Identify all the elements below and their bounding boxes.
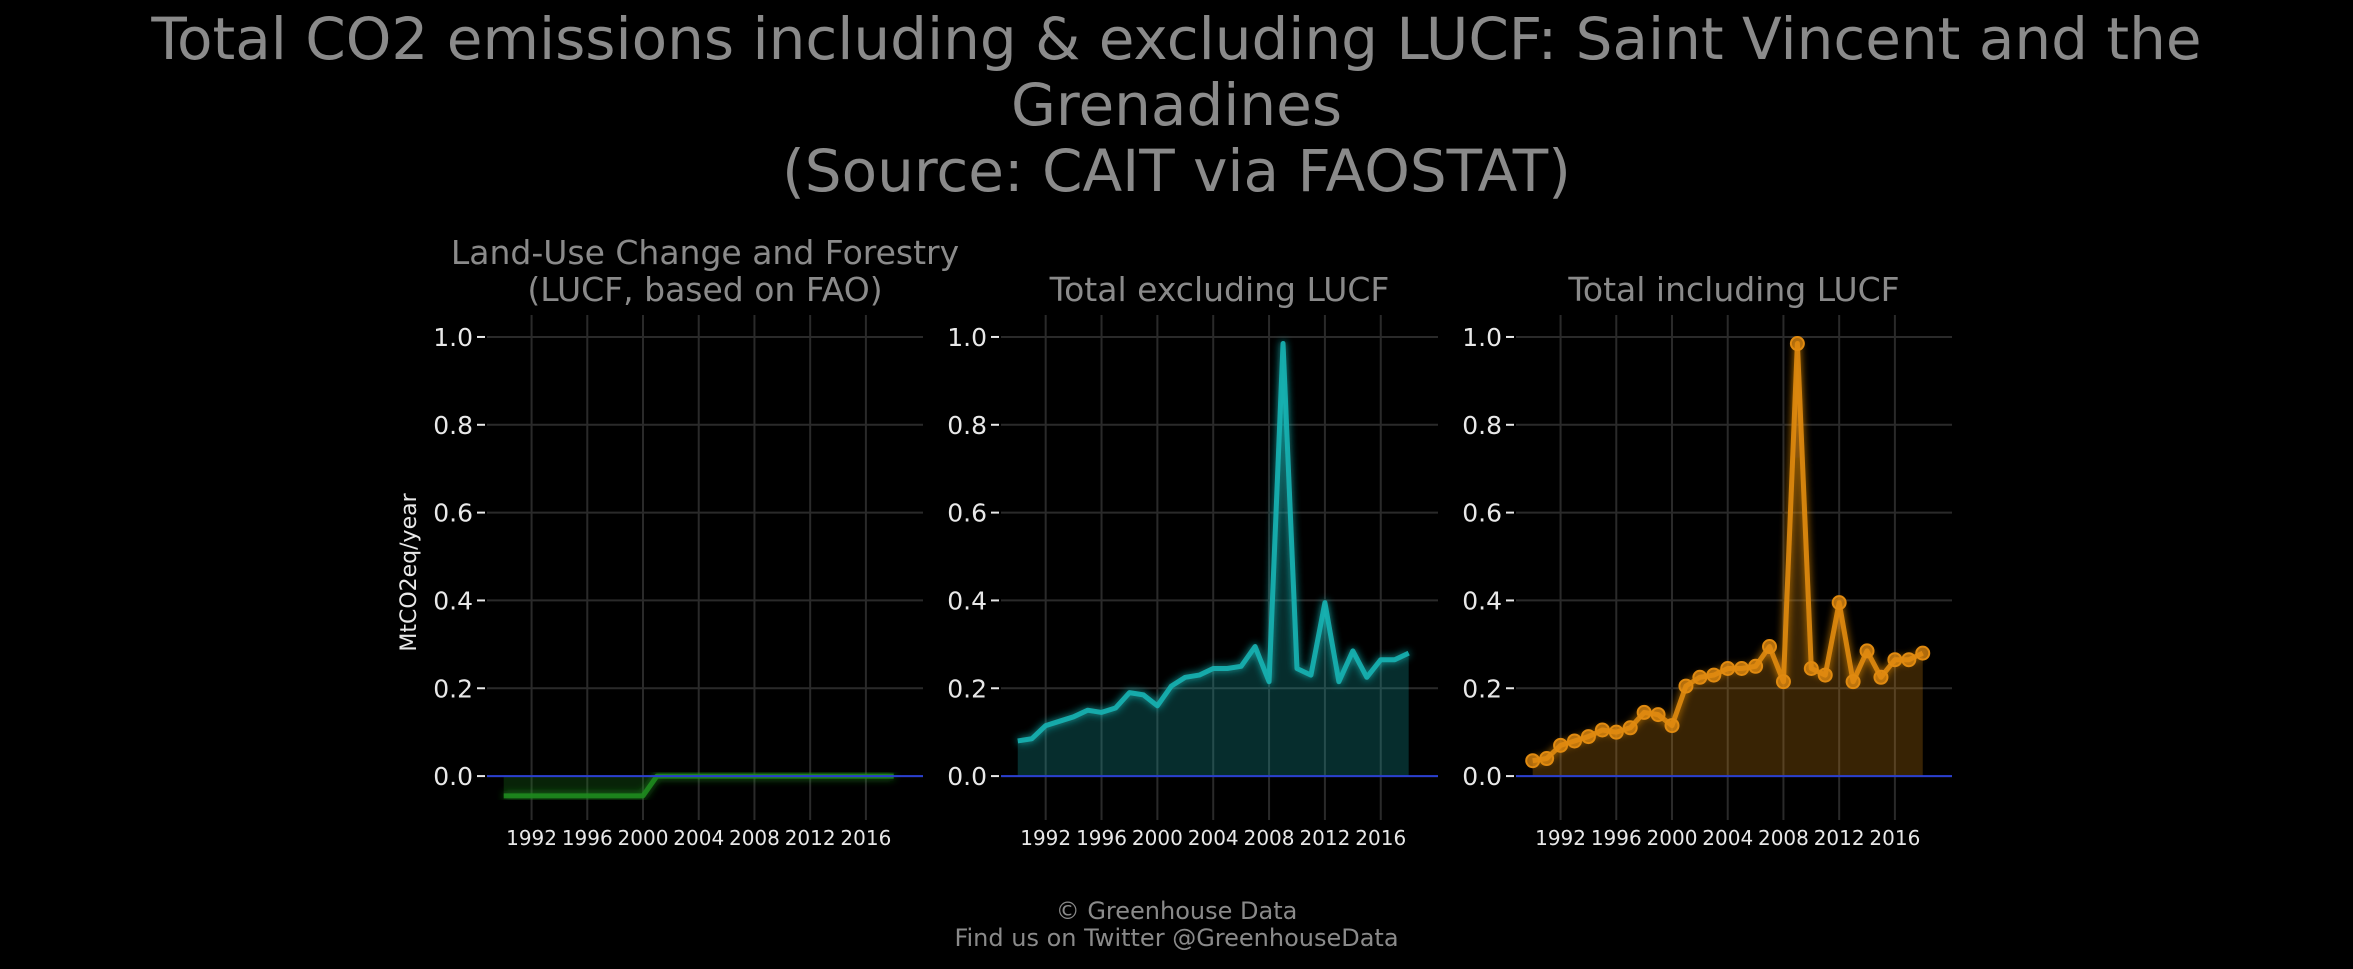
data-point	[1622, 720, 1638, 736]
data-point	[1748, 658, 1764, 674]
data-point	[1831, 595, 1847, 611]
data-point	[1553, 737, 1569, 753]
panel-1: Land-Use Change and Forestry(LUCF, based…	[397, 233, 959, 850]
series-area	[503, 776, 894, 796]
y-tick-label: 0.6	[1462, 499, 1502, 528]
chart-title-line1: Total CO2 emissions including & excludin…	[151, 5, 2202, 139]
data-point	[1734, 661, 1750, 676]
data-point	[1636, 704, 1652, 720]
data-point	[1887, 652, 1903, 668]
x-tick-label: 1996	[1591, 826, 1642, 850]
footer-twitter: Find us on Twitter @GreenhouseData	[954, 924, 1399, 952]
y-tick-label: 0.2	[1462, 674, 1502, 703]
x-tick-label: 1992	[1020, 826, 1071, 850]
panel-title-line: (LUCF, based on FAO)	[527, 270, 882, 309]
data-point	[1594, 722, 1610, 738]
y-tick-label: 0.8	[1462, 411, 1502, 440]
y-tick-label: 1.0	[433, 323, 473, 352]
data-point	[1706, 667, 1722, 683]
data-point	[1789, 336, 1805, 352]
y-tick-label: 1.0	[1462, 323, 1502, 352]
chart-title-line2: (Source: CAIT via FAOSTAT)	[782, 137, 1571, 205]
y-axis-label: MtCO2eq/year	[397, 492, 422, 651]
y-tick-label: 0.8	[947, 411, 987, 440]
panel-2: Total excluding LUCF 0.0 0.2 0.4 0.6 0.8 1.0 19…	[947, 270, 1438, 850]
y-tick-label: 0.4	[947, 586, 987, 615]
y-tick-label: 0.2	[433, 674, 473, 703]
x-tick-label: 2000	[1132, 826, 1183, 850]
x-tick-label: 2016	[1355, 826, 1406, 850]
x-tick-label: 2012	[785, 826, 836, 850]
data-point	[1845, 674, 1861, 690]
panel-title-line: Total including LUCF	[1567, 270, 1899, 309]
x-tick-label: 2016	[1869, 826, 1920, 850]
y-tick-label: 0.4	[433, 586, 473, 615]
x-tick-label: 2004	[1188, 826, 1239, 850]
y-tick-label: 0.0	[947, 762, 987, 791]
x-tick-label: 2004	[1702, 826, 1753, 850]
y-tick-label: 0.0	[433, 762, 473, 791]
data-point	[1539, 751, 1555, 767]
panel-title-line: Land-Use Change and Forestry	[451, 233, 959, 272]
data-point	[1567, 733, 1583, 749]
data-point	[1775, 674, 1791, 690]
footer: © Greenhouse Data Find us on Twitter @Gr…	[0, 898, 2353, 952]
data-point	[1803, 661, 1819, 676]
data-point	[1915, 645, 1931, 661]
x-tick-label: 1992	[506, 826, 557, 850]
x-tick-label: 2016	[840, 826, 891, 850]
y-tick-label: 0.6	[433, 499, 473, 528]
data-point	[1901, 652, 1917, 668]
y-tick-label: 0.2	[947, 674, 987, 703]
series-area	[1017, 343, 1409, 777]
y-tick-label: 0.8	[433, 411, 473, 440]
data-point	[1817, 667, 1833, 683]
data-point	[1580, 729, 1596, 745]
data-point	[1608, 724, 1624, 740]
y-tick-label: 0.0	[1462, 762, 1502, 791]
x-tick-label: 2004	[673, 826, 724, 850]
data-point	[1650, 707, 1666, 723]
x-tick-label: 2000	[618, 826, 669, 850]
series-area	[1532, 343, 1923, 777]
x-tick-label: 2012	[1299, 826, 1350, 850]
data-point	[1762, 639, 1778, 655]
chart-title: Total CO2 emissions including & excludin…	[0, 6, 2353, 204]
x-tick-label: 2008	[1758, 826, 1809, 850]
x-tick-label: 1996	[562, 826, 613, 850]
data-point	[1525, 753, 1541, 769]
x-tick-label: 2012	[1814, 826, 1865, 850]
data-point	[1873, 669, 1889, 685]
data-point	[1664, 718, 1680, 734]
series-line	[1017, 341, 1410, 744]
x-tick-label: 2008	[729, 826, 780, 850]
y-tick-label: 1.0	[947, 323, 987, 352]
data-point	[1859, 643, 1875, 659]
y-tick-label: 0.4	[1462, 586, 1502, 615]
panel-3: Total including LUCF 0.0 0.2 0.4 0.6 0.8 1.0 19…	[1462, 270, 1952, 850]
data-point	[1692, 669, 1708, 685]
x-tick-label: 2008	[1244, 826, 1295, 850]
x-tick-label: 1992	[1535, 826, 1586, 850]
y-tick-label: 0.6	[947, 499, 987, 528]
x-tick-label: 2000	[1647, 826, 1698, 850]
data-point	[1678, 678, 1694, 694]
data-point	[1720, 661, 1736, 676]
panel-title-line: Total excluding LUCF	[1049, 270, 1390, 309]
footer-copyright: © Greenhouse Data	[1055, 897, 1298, 925]
x-tick-label: 1996	[1076, 826, 1127, 850]
